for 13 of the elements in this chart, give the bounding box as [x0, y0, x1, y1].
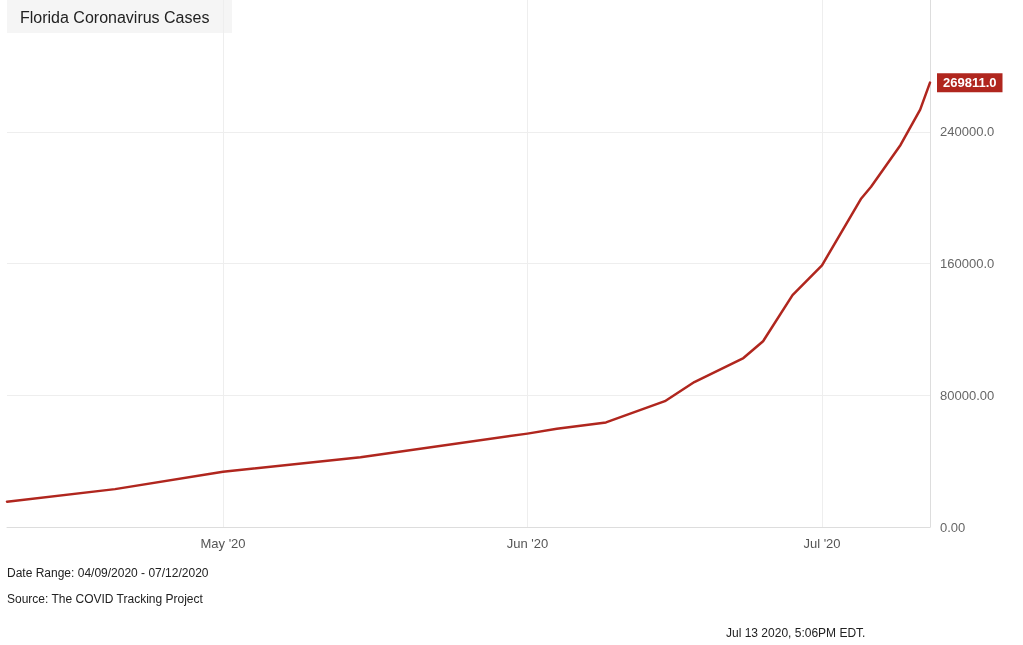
- text: Jul 13 2020, 5:06PM EDT.: [726, 626, 866, 640]
- annotation: 269811.0: [943, 75, 997, 91]
- text: Date Range: 04/09/2020 - 07/12/2020: [7, 566, 209, 580]
- x-tick-label: Jun '20: [506, 536, 549, 551]
- y-tick-label: 160000.0: [940, 256, 995, 271]
- y-tick-label: 80000.00: [940, 387, 995, 403]
- x-tick-label: May '20: [200, 536, 246, 551]
- text: Florida Coronavirus Cases: [20, 8, 210, 26]
- y-tick-label: 0.00: [940, 519, 966, 535]
- x-tick-label: Jul '20: [803, 536, 841, 551]
- y-tick-label: 240000.0: [940, 124, 995, 140]
- source-note: Source: The COVID Tracking Project: [7, 592, 204, 606]
- line-series: [5, 81, 932, 503]
